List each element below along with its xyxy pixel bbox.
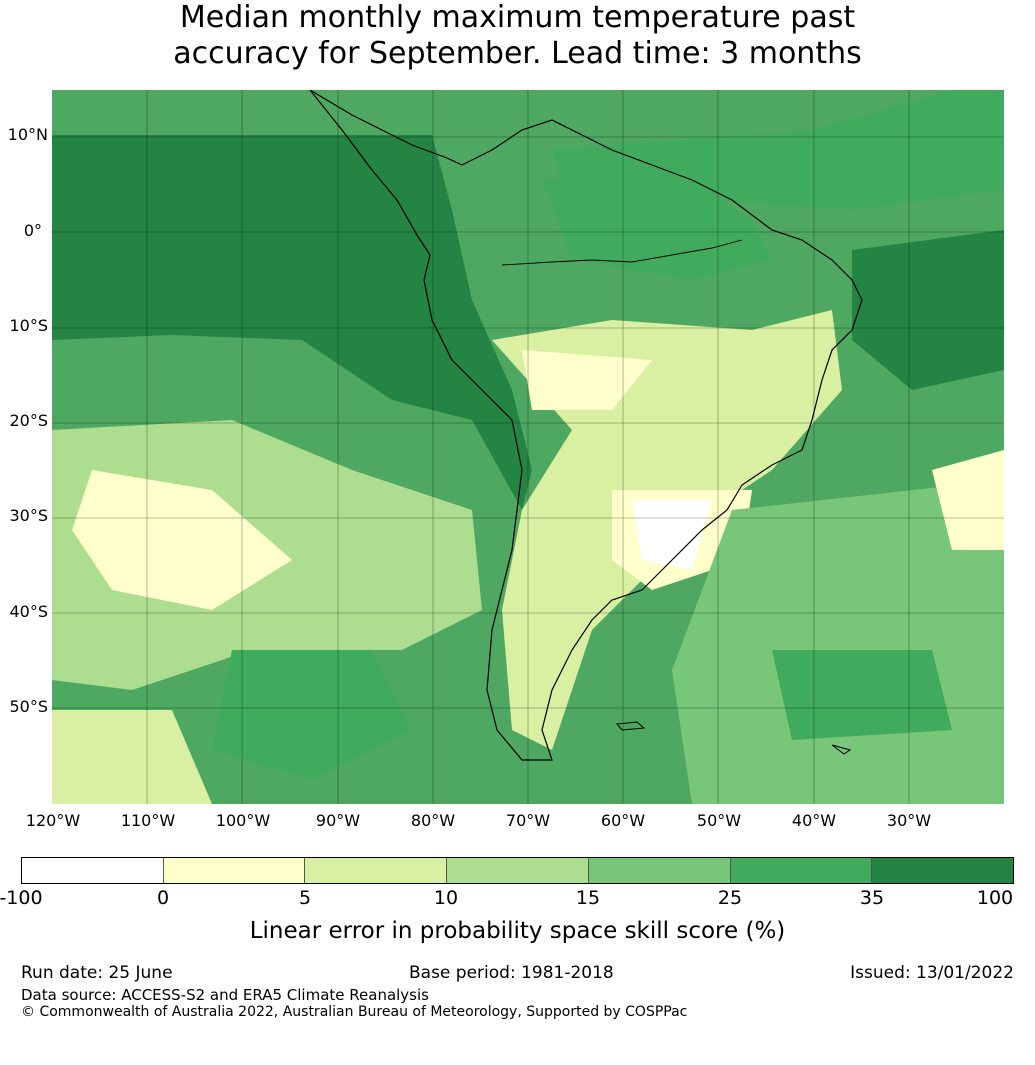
copyright: © Commonwealth of Australia 2022, Austra… [21,1004,688,1020]
lon-label-70w: 70°W [505,811,551,830]
colorbar-segment [447,858,589,883]
issued-date: Issued: 13/01/2022 [850,963,1014,983]
title-line-1: Median monthly maximum temperature past [179,0,856,35]
mid-skill-region-amazon [542,170,772,280]
colorbar-tick-label: 15 [575,887,601,909]
colorbar-segment [22,858,164,883]
base-period: Base period: 1981-2018 [409,963,614,983]
colorbar-segment [305,858,448,883]
colorbar-segment [588,858,731,883]
lon-label-120w: 120°W [25,811,81,830]
low-skill-region-south-pacific [72,470,292,610]
colorbar [21,857,1014,884]
amazon-river [501,239,743,266]
colorbar-segment [163,858,306,883]
colorbar-tick-label: 100 [976,887,1014,909]
mid-skill-patch-south-pacific [212,650,412,780]
lat-label-0: 0° [23,221,42,240]
lat-label-10n: 10°N [7,125,48,144]
colorbar-label: Linear error in probability space skill … [249,918,786,944]
lat-label-10s: 10°S [9,316,48,335]
lat-label-40s: 40°S [9,602,48,621]
skill-score-map [52,90,1004,804]
lon-label-110w: 110°W [120,811,176,830]
lon-label-50w: 50°W [696,811,742,830]
south-georgia [831,744,852,755]
lat-label-20s: 20°S [9,411,48,430]
graticule [52,90,1004,804]
negative-skill-region-la-plata [632,500,712,570]
run-date: Run date: 25 June [21,963,173,983]
colorbar-tick-label: -100 [0,887,43,909]
lon-label-80w: 80°W [410,811,456,830]
colorbar-tick-label: 35 [859,887,885,909]
lon-label-40w: 40°W [791,811,837,830]
colorbar-segment [872,858,1014,883]
very-low-skill-region-continent [522,350,652,410]
data-source: Data source: ACCESS-S2 and ERA5 Climate … [21,986,429,1004]
colorbar-tick-label: 25 [717,887,743,909]
south-america-coastline [309,90,863,761]
lon-label-30w: 30°W [886,811,932,830]
high-skill-patch-south-atlantic [772,650,952,740]
lat-label-30s: 30°S [9,506,48,525]
lon-label-100w: 100°W [215,811,271,830]
lon-label-60w: 60°W [600,811,646,830]
colorbar-segment [730,858,873,883]
map-title: Median monthly maximum temperature past … [0,0,1035,72]
lon-label-90w: 90°W [315,811,361,830]
lat-label-50s: 50°S [9,697,48,716]
colorbar-tick-label: 5 [298,887,312,909]
low-skill-patch-south-atlantic [932,450,1004,550]
falkland-islands [616,721,646,731]
dark-skill-region-atlantic [852,230,1004,390]
title-line-2: accuracy for September. Lead time: 3 mon… [173,36,862,71]
colorbar-tick-label: 0 [156,887,170,909]
dark-skill-region-pacific [52,135,532,510]
light-skill-patch-south-pacific [52,710,212,804]
colorbar-tick-label: 10 [433,887,459,909]
